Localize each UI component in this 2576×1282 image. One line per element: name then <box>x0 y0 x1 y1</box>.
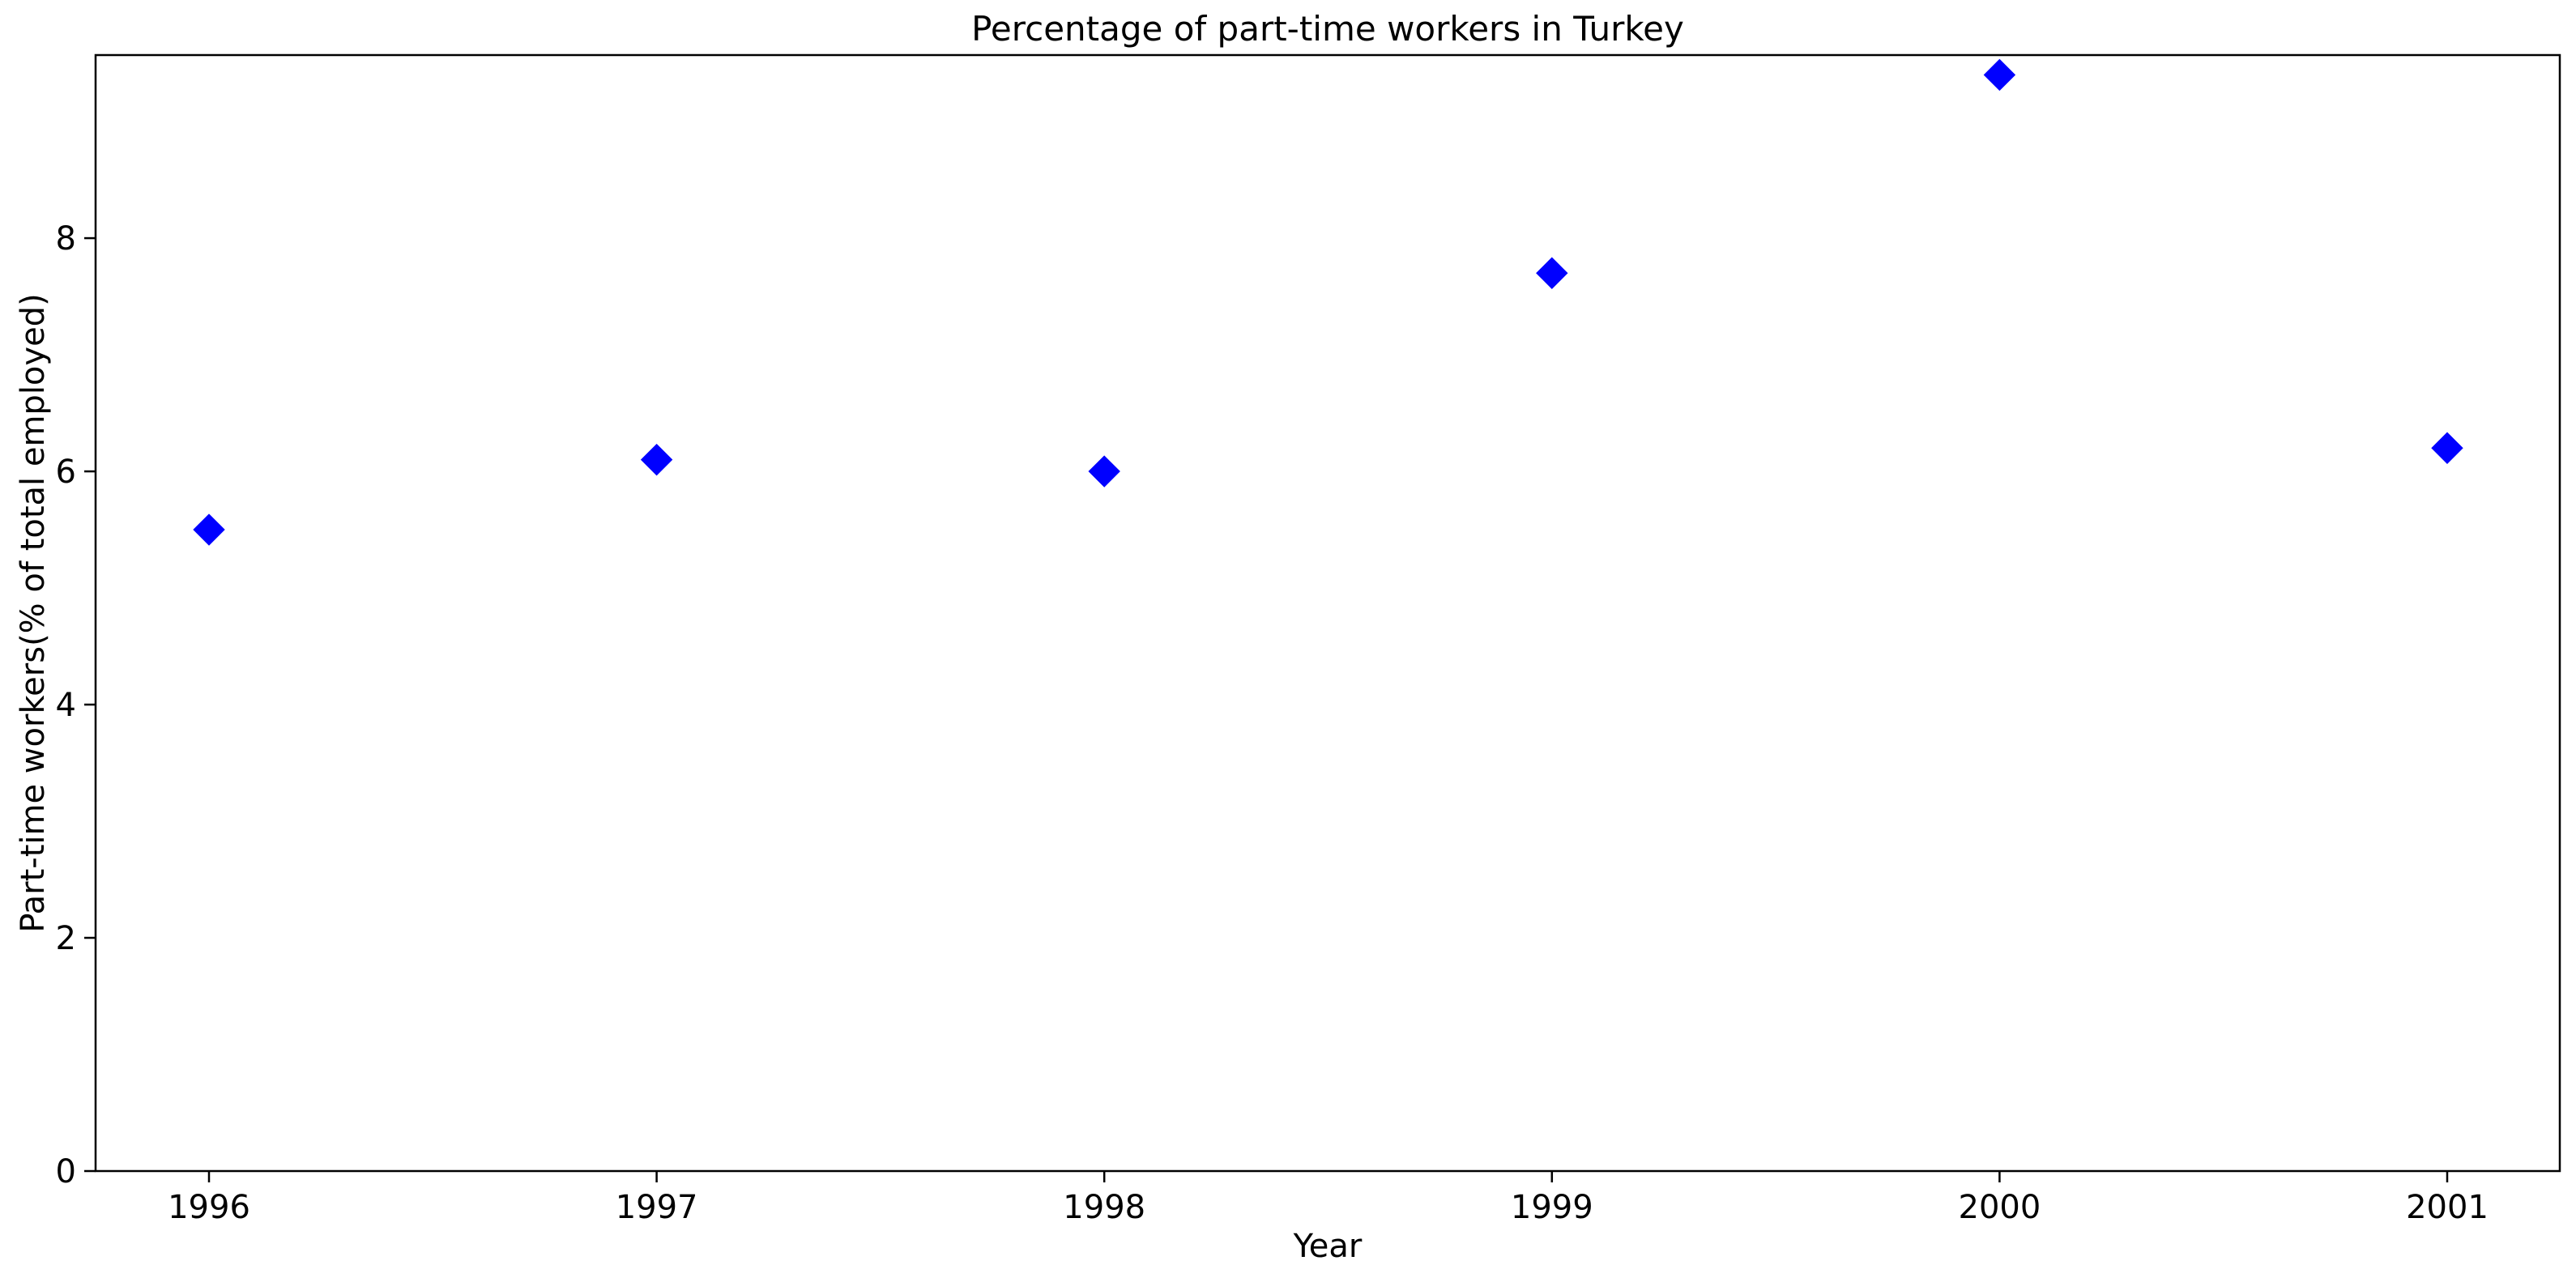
chart-title: Percentage of part-time workers in Turke… <box>971 9 1684 49</box>
y-tick-label: 4 <box>56 687 76 724</box>
x-tick-label: 1997 <box>616 1189 698 1226</box>
x-tick-label: 1996 <box>168 1189 250 1226</box>
y-tick-label: 6 <box>56 454 76 491</box>
data-point-marker <box>2431 432 2463 464</box>
y-tick-label: 8 <box>56 220 76 258</box>
data-point-marker <box>1536 257 1568 289</box>
y-axis-label: Part-time workers(% of total employed) <box>15 293 52 932</box>
data-point-marker <box>193 513 225 546</box>
data-point-marker <box>1088 455 1120 488</box>
y-tick-label: 0 <box>56 1153 76 1190</box>
x-tick-label: 2000 <box>1959 1189 2041 1226</box>
data-points <box>193 58 2463 546</box>
data-point-marker <box>640 443 673 476</box>
x-tick-label: 2001 <box>2406 1189 2489 1226</box>
x-tick-label: 1998 <box>1063 1189 1145 1226</box>
plot-frame <box>94 53 2561 1173</box>
x-axis-ticks: 1996 1997 1998 1999 2000 2001 <box>168 1171 2489 1226</box>
data-point-marker <box>1983 58 2016 92</box>
y-tick-label: 2 <box>56 920 76 957</box>
plot-area <box>94 53 2561 1173</box>
y-axis-ticks: 0 2 4 6 8 <box>56 220 96 1190</box>
x-tick-label: 1999 <box>1511 1189 1593 1226</box>
x-axis-label: Year <box>1293 1228 1363 1265</box>
